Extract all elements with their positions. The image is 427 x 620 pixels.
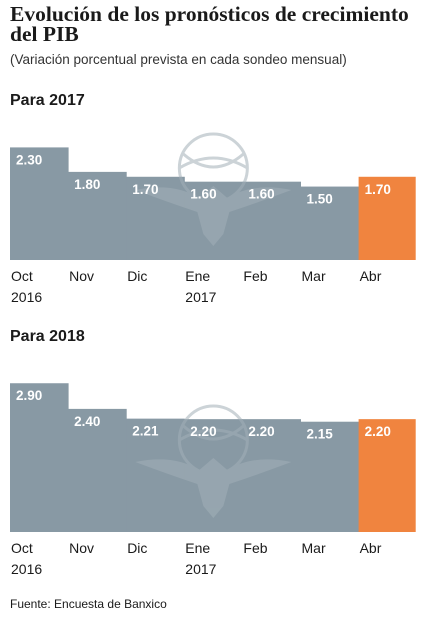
tick-label-feb: Feb bbox=[243, 540, 267, 556]
value-label-abr: 1.70 bbox=[365, 182, 391, 197]
tick-label-ene: Ene bbox=[185, 268, 210, 284]
tick-label-oct: Oct bbox=[11, 268, 33, 284]
tick-label-dic: Dic bbox=[127, 268, 147, 284]
value-label-oct: 2.30 bbox=[16, 152, 42, 167]
value-label-oct: 2.90 bbox=[16, 388, 42, 403]
tick-label-2017: 2017 bbox=[185, 561, 216, 577]
bar-abr bbox=[358, 176, 416, 260]
tick-label-abr: Abr bbox=[360, 268, 382, 284]
tick-label-feb: Feb bbox=[243, 268, 267, 284]
value-label-nov: 1.80 bbox=[74, 177, 100, 192]
tick-label-mar: Mar bbox=[302, 268, 326, 284]
value-label-dic: 1.70 bbox=[132, 182, 158, 197]
value-label-mar: 1.50 bbox=[307, 192, 333, 207]
bar-oct bbox=[10, 383, 69, 532]
value-label-abr: 2.20 bbox=[365, 424, 391, 439]
bar-mar bbox=[300, 186, 360, 260]
tick-label-abr: Abr bbox=[360, 540, 382, 556]
bar-nov bbox=[68, 171, 127, 260]
panel-title-2018: Para 2018 bbox=[10, 328, 85, 345]
tick-label-2016: 2016 bbox=[11, 561, 42, 577]
bar-nov bbox=[68, 408, 127, 532]
x-axis-ticks: Oct 2016 Nov Dic Ene 2017 Feb Mar Abr bbox=[11, 540, 382, 577]
value-label-ene: 2.20 bbox=[190, 424, 216, 439]
tick-label-nov: Nov bbox=[69, 540, 94, 556]
value-label-feb: 1.60 bbox=[248, 187, 274, 202]
tick-label-2016: 2016 bbox=[11, 289, 42, 305]
value-label-nov: 2.40 bbox=[74, 414, 100, 429]
tick-label-dic: Dic bbox=[127, 540, 147, 556]
bar-oct bbox=[10, 147, 69, 260]
bar-mar bbox=[300, 421, 360, 532]
chart-title: Evolución de los pronósticos de crecimie… bbox=[10, 2, 409, 46]
panel-title-2017: Para 2017 bbox=[10, 92, 85, 109]
source-note: Fuente: Encuesta de Banxico bbox=[10, 597, 167, 611]
value-label-feb: 2.20 bbox=[248, 424, 274, 439]
watermark-emblem-icon bbox=[135, 404, 292, 518]
tick-label-2017: 2017 bbox=[185, 289, 216, 305]
value-label-dic: 2.21 bbox=[132, 424, 159, 439]
tick-label-ene: Ene bbox=[185, 540, 210, 556]
bar-chart-2018: 2.90 2.40 2.21 2.20 2.20 2.15 2.20 Oct 2016 Nov Di… bbox=[10, 383, 416, 577]
bar-chart-2017: 2.30 1.80 1.70 1.60 1.60 1.50 1.70 Oct 2016 Nov Di… bbox=[10, 132, 416, 305]
watermark-emblem-icon bbox=[135, 132, 292, 246]
value-labels: 2.90 2.40 2.21 2.20 2.20 2.15 2.20 bbox=[16, 388, 391, 441]
tick-label-oct: Oct bbox=[11, 540, 33, 556]
x-axis-ticks: Oct 2016 Nov Dic Ene 2017 Feb Mar Abr bbox=[11, 268, 382, 305]
value-label-mar: 2.15 bbox=[307, 427, 334, 442]
tick-label-mar: Mar bbox=[302, 540, 326, 556]
bar-abr bbox=[358, 419, 416, 532]
value-label-ene: 1.60 bbox=[190, 187, 216, 202]
value-labels: 2.30 1.80 1.70 1.60 1.60 1.50 1.70 bbox=[16, 152, 391, 206]
chart-subtitle: (Variación porcentual prevista en cada s… bbox=[10, 52, 347, 67]
tick-label-nov: Nov bbox=[69, 268, 94, 284]
